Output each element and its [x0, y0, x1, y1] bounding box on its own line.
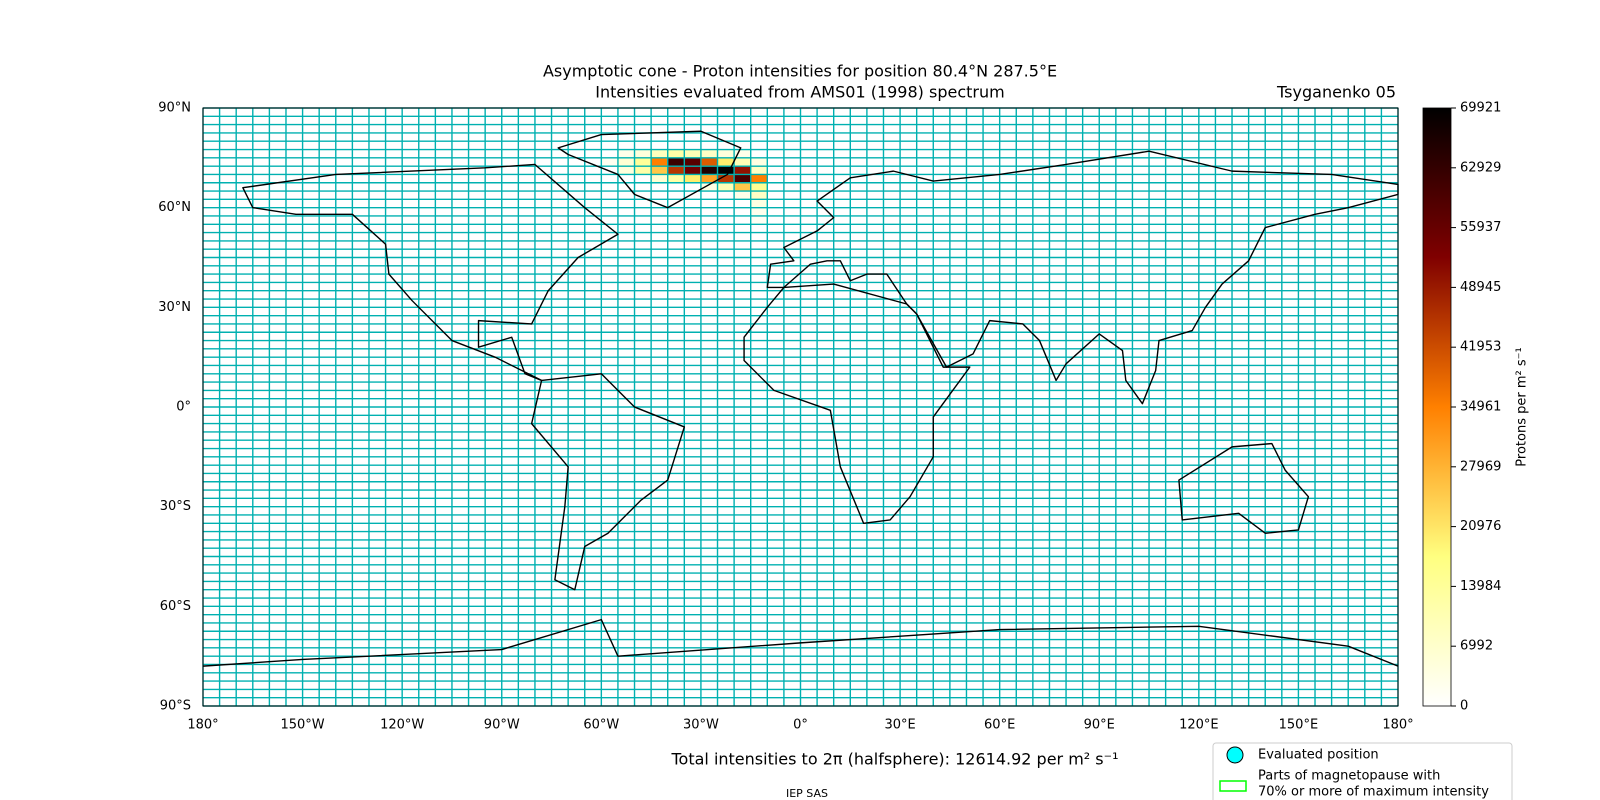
heat-cell — [750, 174, 768, 183]
y-tick-label: 30°S — [160, 499, 191, 514]
heat-cell — [667, 174, 685, 183]
colorbar-tick-label: 69921 — [1460, 101, 1501, 116]
heat-cell — [717, 174, 735, 183]
heat-cell — [717, 166, 735, 175]
heat-cell — [717, 149, 735, 158]
heat-cell — [651, 174, 668, 183]
colorbar-tick-label: 48945 — [1460, 280, 1501, 295]
coastline — [744, 284, 970, 523]
heat-cell — [750, 199, 768, 208]
x-tick-label: 90°E — [1084, 718, 1115, 733]
legend — [1212, 742, 1513, 800]
heat-cell — [750, 207, 768, 216]
colorbar-label: Protons per m² s⁻¹ — [1515, 347, 1530, 466]
grid — [202, 107, 1399, 707]
x-tick-label: 60°E — [984, 718, 1015, 733]
heat-cell — [700, 157, 718, 167]
map-frame — [202, 107, 1399, 707]
heat-cell — [651, 166, 668, 175]
x-tick-label: 90°W — [484, 718, 520, 733]
coastline — [1179, 444, 1308, 534]
colorbar-tick-label: 0 — [1460, 699, 1468, 714]
heat-cell — [651, 149, 668, 158]
x-tick-label: 120°W — [380, 718, 424, 733]
footer: IEP SAS — [786, 787, 828, 800]
legend-marker — [1219, 780, 1247, 792]
coastline — [532, 374, 685, 590]
heat-cell — [617, 157, 635, 167]
heat-cell — [634, 166, 652, 175]
colorbar-tick-label: 55937 — [1460, 220, 1501, 235]
heat-cell — [734, 191, 751, 200]
x-tick-label: 150°W — [280, 718, 324, 733]
heat-cell — [634, 149, 652, 158]
heat-cell — [750, 215, 768, 225]
coastline — [558, 131, 741, 207]
heat-cell — [717, 157, 735, 167]
colorbar-tick-label: 13984 — [1460, 579, 1501, 594]
heat-cell — [734, 149, 751, 158]
heat-cell — [667, 157, 685, 167]
heat-cell — [700, 174, 718, 183]
heat-cell — [734, 157, 751, 167]
heat-cell — [617, 166, 635, 175]
heat-cell — [700, 149, 718, 158]
legend-label: Parts of magnetopause with — [1258, 769, 1440, 784]
y-tick-label: 30°N — [158, 300, 191, 315]
heat-cell — [601, 157, 618, 167]
heat-cell — [750, 191, 768, 200]
heat-cell — [734, 166, 751, 175]
y-tick-label: 60°S — [160, 599, 191, 614]
heat-cell — [734, 174, 751, 183]
coastline — [243, 164, 618, 380]
heat-cell — [750, 166, 768, 175]
heatmap — [601, 149, 768, 225]
x-tick-label: 180° — [1382, 718, 1413, 733]
heat-cell — [634, 157, 652, 167]
y-tick-label: 60°N — [158, 200, 191, 215]
colorbar-tick-label: 62929 — [1460, 160, 1501, 175]
heat-cell — [667, 166, 685, 175]
colorbar-tick-label: 41953 — [1460, 340, 1501, 355]
legend-label: Evaluated position — [1258, 748, 1379, 763]
colorbar-tick-label: 34961 — [1460, 399, 1501, 414]
heat-cell — [700, 166, 718, 175]
heat-cell — [700, 182, 718, 192]
chart-title: Asymptotic cone - Proton intensities for… — [543, 62, 1057, 81]
heat-cell — [734, 182, 751, 192]
heat-cell — [667, 149, 685, 158]
heat-cell — [684, 166, 701, 175]
colorbar-tick-label: 20976 — [1460, 519, 1501, 534]
y-tick-label: 0° — [176, 400, 191, 415]
coastline — [767, 151, 1398, 403]
heat-cell — [750, 182, 768, 192]
heat-cell — [684, 174, 701, 183]
heat-cell — [684, 157, 701, 167]
colorbar-tick-label: 6992 — [1460, 639, 1493, 654]
colorbar-tick-label: 27969 — [1460, 459, 1501, 474]
heat-cell — [750, 157, 768, 167]
x-tick-label: 0° — [793, 718, 808, 733]
heat-cell — [717, 182, 735, 192]
y-tick-label: 90°S — [160, 699, 191, 714]
chart-subtitle: Intensities evaluated from AMS01 (1998) … — [595, 83, 1004, 102]
coastline — [203, 620, 1398, 667]
x-tick-label: 30°E — [884, 718, 915, 733]
coastlines — [203, 131, 1398, 666]
y-tick-label: 90°N — [158, 101, 191, 116]
x-tick-label: 60°W — [583, 718, 619, 733]
x-tick-label: 180° — [187, 718, 218, 733]
legend-marker — [1226, 746, 1244, 764]
colorbar — [1422, 107, 1452, 707]
x-tick-label: 150°E — [1279, 718, 1319, 733]
model-label: Tsyganenko 05 — [1276, 83, 1396, 102]
heat-cell — [684, 149, 701, 158]
x-tick-label: 120°E — [1179, 718, 1219, 733]
total-intensity: Total intensities to 2π (halfsphere): 12… — [670, 750, 1118, 769]
legend-label: 70% or more of maximum intensity — [1258, 785, 1489, 800]
heat-cell — [651, 157, 668, 167]
x-tick-label: 30°W — [683, 718, 719, 733]
heat-cell — [617, 149, 635, 158]
